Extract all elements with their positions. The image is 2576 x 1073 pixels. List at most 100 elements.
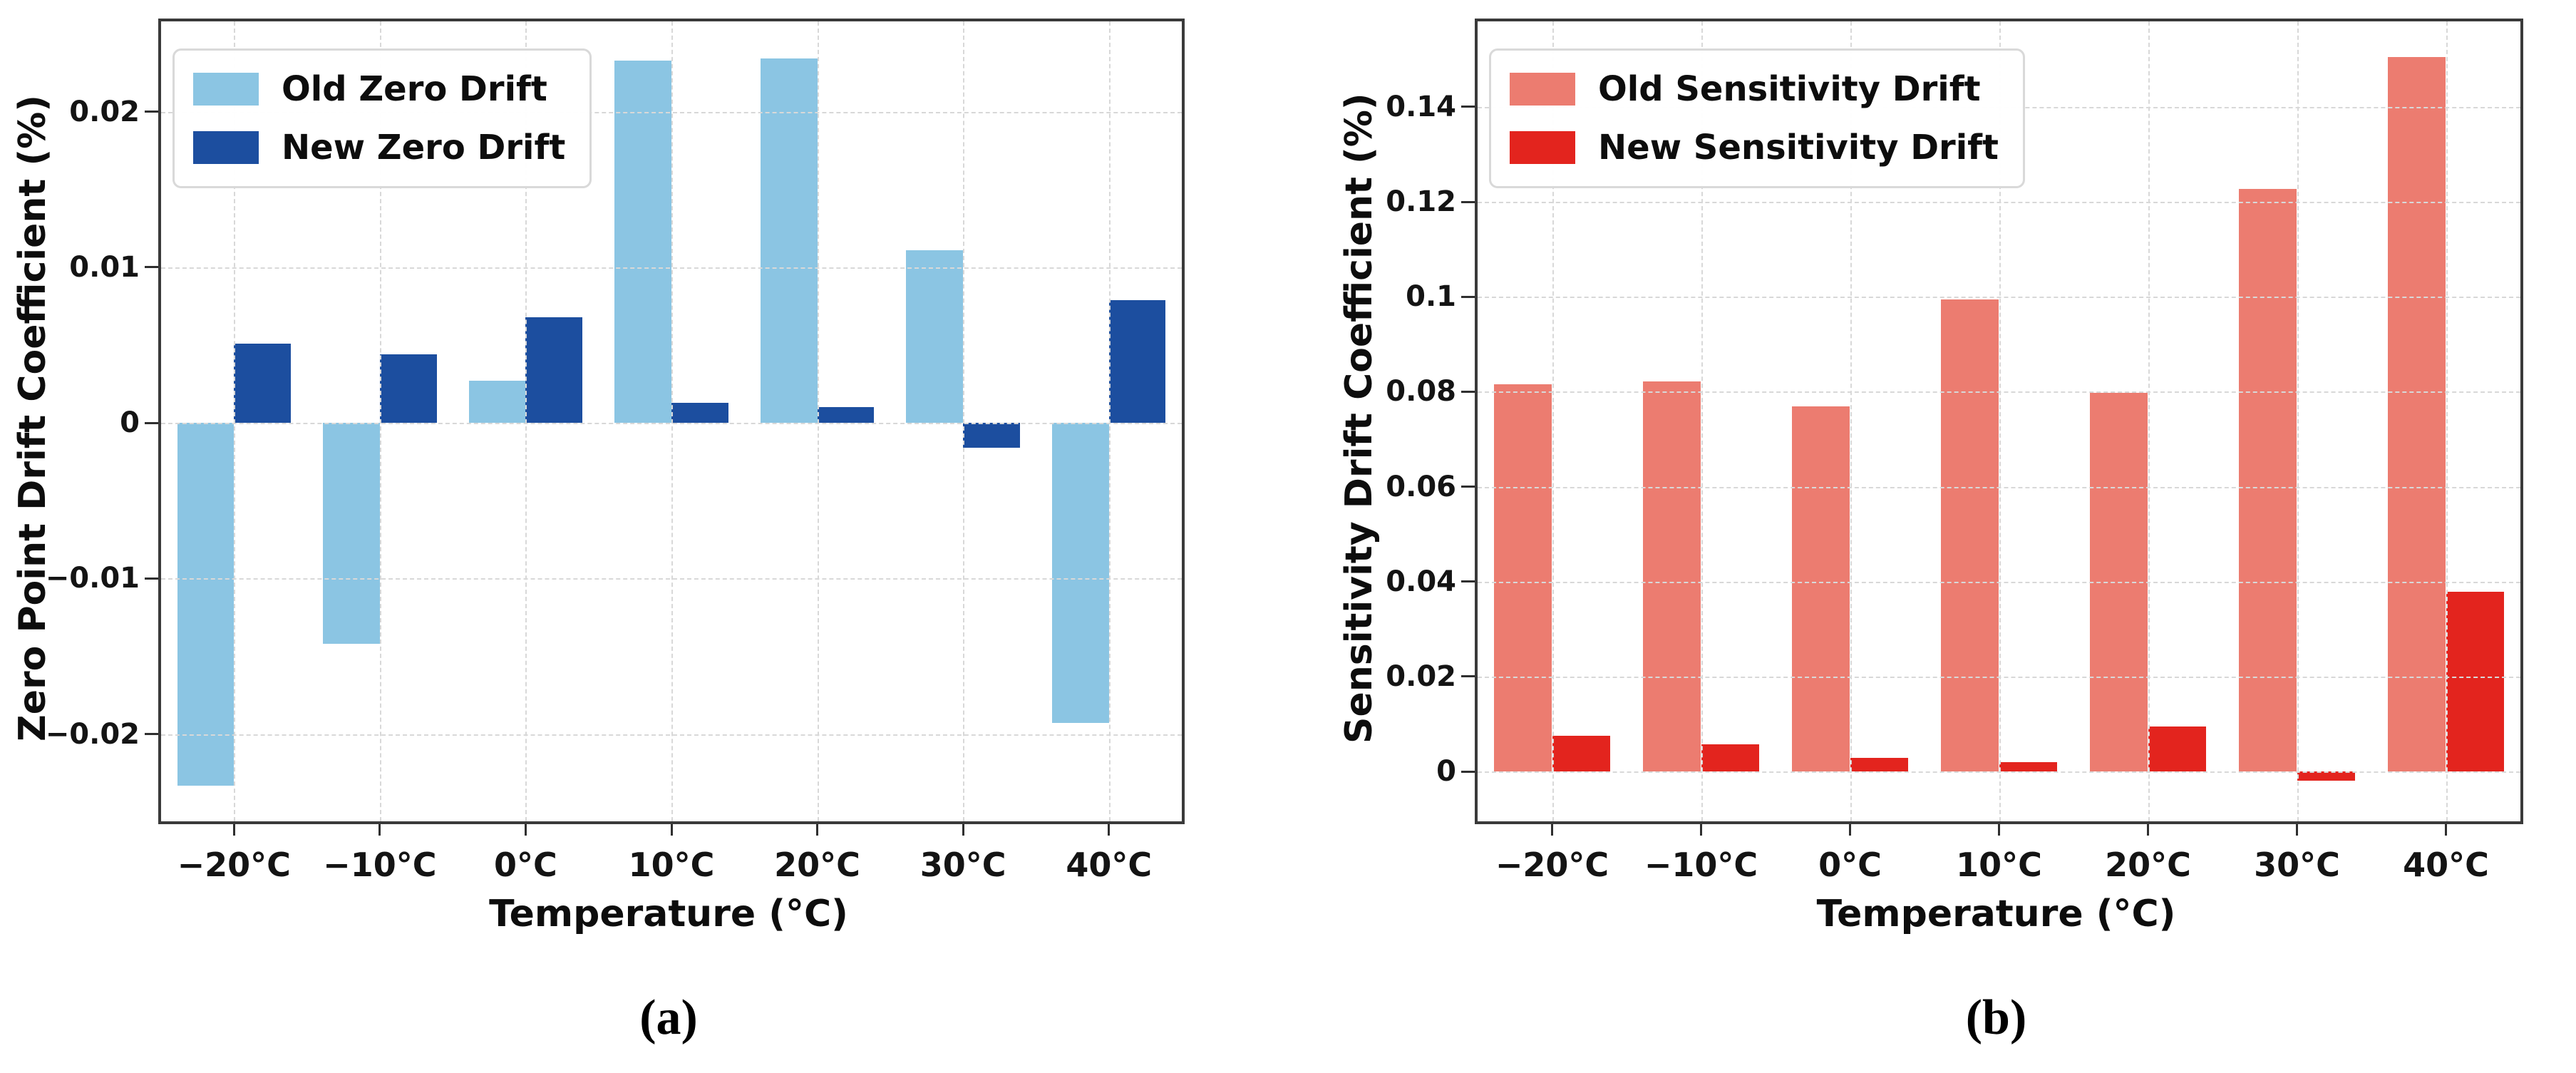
bar-new-sensitivity-drift — [2446, 592, 2504, 772]
x-tick-mark — [1108, 824, 1111, 836]
x-tick-label: 10°C — [628, 846, 715, 884]
y-gridline — [1478, 676, 2520, 678]
bar-new-zero-drift — [234, 343, 292, 423]
bar-new-zero-drift — [671, 402, 728, 423]
x-tick-label: 30°C — [2254, 846, 2340, 884]
y-tick-label: 0.06 — [1386, 470, 1456, 503]
y-tick-label: −0.01 — [45, 562, 140, 595]
y-tick-label: 0 — [120, 406, 140, 440]
x-tick-mark — [1700, 824, 1702, 836]
x-tick-mark — [378, 824, 381, 836]
bar-new-sensitivity-drift — [2148, 727, 2206, 772]
bar-old-zero-drift — [760, 58, 818, 423]
x-tick-mark — [2296, 824, 2298, 836]
x-tick-mark — [1551, 824, 1553, 836]
x-tick-mark — [524, 824, 527, 836]
bar-new-zero-drift — [1108, 299, 1166, 423]
bar-old-zero-drift — [906, 250, 964, 423]
bar-new-sensitivity-drift — [2297, 771, 2355, 781]
x-tick-label: 10°C — [1956, 846, 2042, 884]
chart-panel-a: Zero Point Drift Coefficient (%) Old Zer… — [11, 19, 1185, 1045]
bar-new-zero-drift — [817, 407, 875, 423]
y-tick-mark — [1461, 390, 1475, 393]
x-tick-label: 0°C — [494, 846, 557, 884]
y-tick-label: 0.14 — [1386, 90, 1456, 123]
y-tick-mark — [1461, 200, 1475, 203]
x-gridline — [2297, 21, 2299, 821]
bar-old-sensitivity-drift — [1940, 299, 1999, 772]
y-tick-mark — [1461, 580, 1475, 583]
y-tick-label: −0.02 — [45, 717, 140, 751]
legend-label: New Sensitivity Drift — [1598, 128, 1999, 168]
x-tick-mark — [1998, 824, 2000, 836]
bar-new-sensitivity-drift — [1850, 758, 1908, 772]
bar-old-zero-drift — [177, 423, 235, 786]
y-tick-label: 0.02 — [69, 95, 140, 128]
legend-item: New Zero Drift — [193, 128, 565, 168]
y-tick-mark — [1461, 770, 1475, 773]
legend-swatch-new-zero-drift — [193, 131, 259, 164]
x-tick-label: −10°C — [1644, 846, 1758, 884]
y-tick-label: 0.04 — [1386, 565, 1456, 598]
bar-old-sensitivity-drift — [1791, 406, 1850, 772]
x-tick-mark — [670, 824, 673, 836]
y-gridline — [161, 423, 1182, 425]
y-gridline — [1478, 486, 2520, 488]
legend: Old Zero Drift New Zero Drift — [172, 48, 592, 188]
y-tick-mark — [1461, 675, 1475, 678]
y-gridline — [161, 734, 1182, 736]
y-gridline — [1478, 581, 2520, 583]
y-gridline — [1478, 297, 2520, 299]
y-tick-mark — [145, 733, 158, 736]
x-tick-label: −20°C — [1495, 846, 1609, 884]
legend-label: New Zero Drift — [282, 128, 566, 168]
bar-new-zero-drift — [963, 423, 1020, 448]
y-axis-title: Zero Point Drift Coefficient (%) — [11, 95, 54, 742]
x-tick-mark — [816, 824, 819, 836]
legend-swatch-old-sensitivity-drift — [1510, 73, 1575, 106]
legend: Old Sensitivity Drift New Sensitivity Dr… — [1489, 48, 2025, 188]
x-axis-title: Temperature (°C) — [1816, 893, 2176, 935]
bar-new-sensitivity-drift — [1701, 744, 1759, 772]
y-tick-label: 0.01 — [69, 250, 140, 284]
y-tick-mark — [1461, 295, 1475, 298]
x-tick-label: 40°C — [2403, 846, 2489, 884]
y-gridline — [1478, 202, 2520, 204]
legend-label: Old Zero Drift — [282, 69, 547, 109]
y-tick-mark — [145, 111, 158, 113]
x-tick-mark — [962, 824, 964, 836]
legend-item: Old Zero Drift — [193, 69, 565, 109]
y-tick-mark — [145, 421, 158, 424]
y-tick-mark — [145, 577, 158, 580]
legend-swatch-old-zero-drift — [193, 73, 259, 106]
y-gridline — [1478, 771, 2520, 774]
x-tick-mark — [1849, 824, 1851, 836]
x-tick-label: −20°C — [177, 846, 291, 884]
bar-new-sensitivity-drift — [1999, 762, 2057, 772]
legend-swatch-new-sensitivity-drift — [1510, 131, 1575, 164]
x-tick-label: −10°C — [323, 846, 437, 884]
bar-new-sensitivity-drift — [1552, 736, 1610, 772]
panel-caption: (a) — [639, 990, 698, 1045]
y-gridline — [161, 267, 1182, 269]
y-tick-mark — [1461, 486, 1475, 488]
x-tick-label: 20°C — [2105, 846, 2191, 884]
y-tick-mark — [145, 266, 158, 269]
bar-old-zero-drift — [614, 60, 671, 423]
x-tick-mark — [2445, 824, 2447, 836]
bar-old-sensitivity-drift — [1642, 381, 1701, 772]
bar-old-sensitivity-drift — [1493, 384, 1552, 772]
x-tick-label: 40°C — [1066, 846, 1153, 884]
y-tick-label: 0 — [1436, 755, 1456, 789]
x-gridline — [963, 21, 965, 821]
plot-area: Old Sensitivity Drift New Sensitivity Dr… — [1386, 19, 2523, 884]
y-gridline — [1478, 391, 2520, 394]
x-tick-label: 30°C — [919, 846, 1006, 884]
x-axis-title: Temperature (°C) — [489, 893, 848, 935]
plot-area: Old Zero Drift New Zero Drift 0.02 0.01 0 −… — [46, 19, 1185, 884]
y-tick-mark — [1461, 106, 1475, 108]
y-tick-label: 0.1 — [1406, 280, 1456, 314]
legend-item: Old Sensitivity Drift — [1510, 69, 1999, 109]
y-tick-label: 0.08 — [1386, 375, 1456, 409]
